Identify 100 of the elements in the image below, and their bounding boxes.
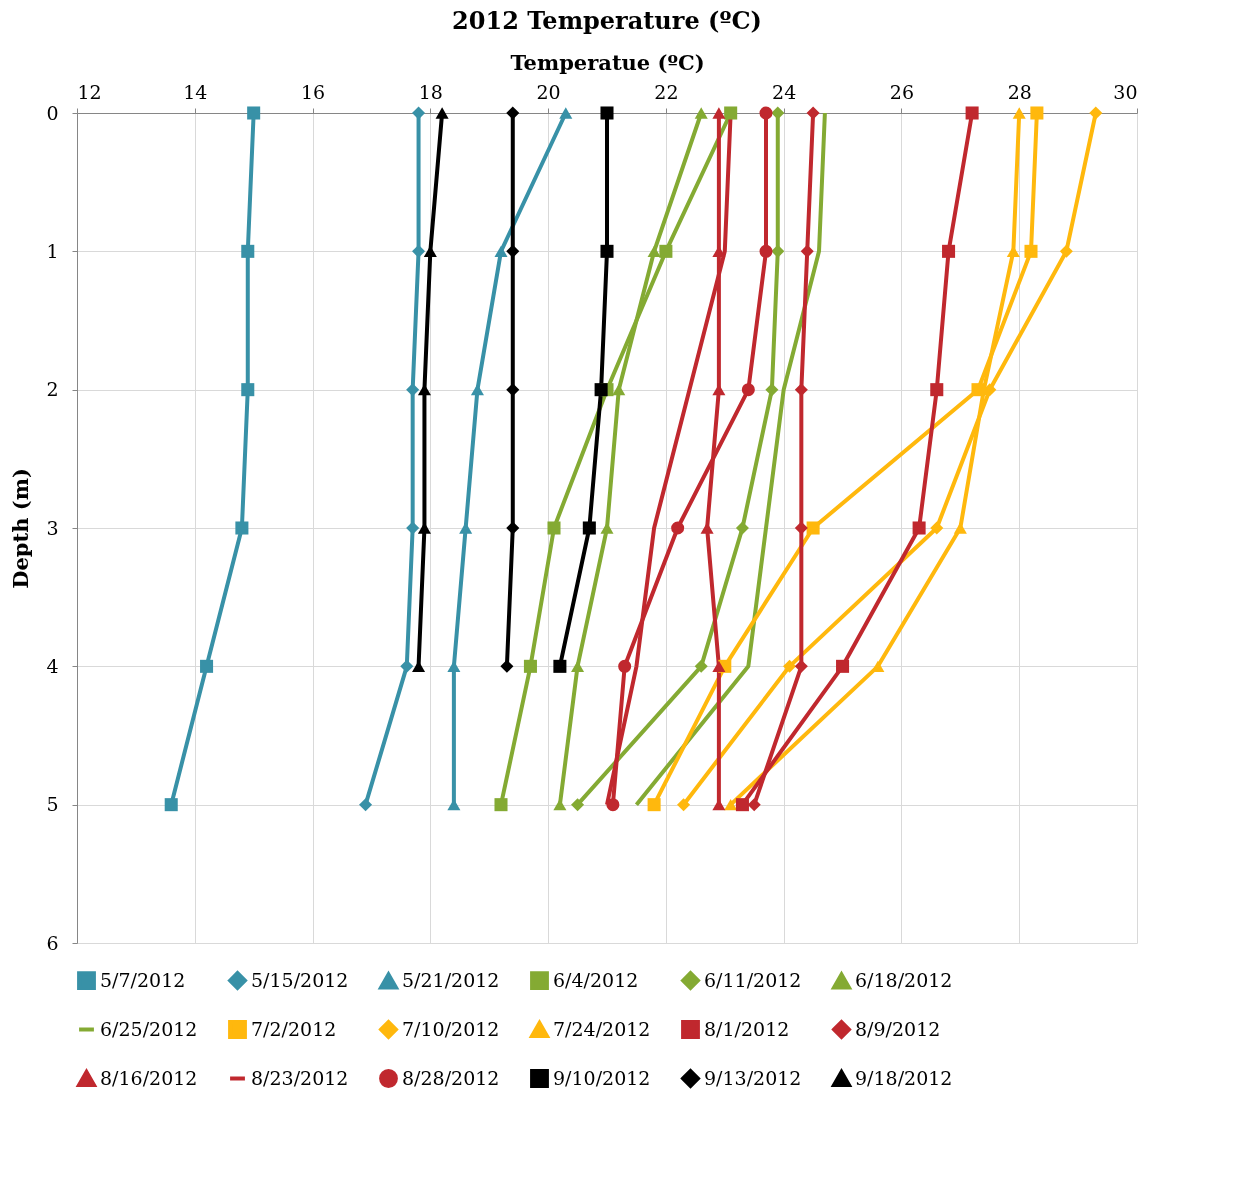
point xyxy=(712,107,726,119)
x-axis-title: Temperatue (ºC) xyxy=(510,49,705,75)
legend-label: 5/21/2012 xyxy=(402,969,500,992)
y-tick-label: 3 xyxy=(46,516,59,539)
legend-label: 7/10/2012 xyxy=(402,1017,500,1040)
x-tick-label: 20 xyxy=(536,80,561,103)
y-tick-label: 0 xyxy=(46,101,59,124)
point xyxy=(553,659,567,673)
legend-label: 8/23/2012 xyxy=(251,1066,349,1089)
point xyxy=(612,384,626,396)
point xyxy=(659,244,673,258)
point xyxy=(200,659,214,673)
point xyxy=(647,245,661,257)
point xyxy=(694,659,708,673)
point xyxy=(694,107,708,119)
point xyxy=(247,106,261,120)
legend-label: 7/2/2012 xyxy=(251,1017,337,1040)
point xyxy=(1030,106,1044,120)
point xyxy=(912,521,926,535)
line-series xyxy=(634,111,827,807)
point xyxy=(600,244,614,258)
x-tick-label: 26 xyxy=(889,80,915,103)
point xyxy=(1024,244,1038,258)
legend-label: 5/15/2012 xyxy=(251,968,349,991)
point xyxy=(871,660,885,672)
point xyxy=(571,660,585,672)
point xyxy=(606,798,620,812)
legend-label: 9/13/2012 xyxy=(704,1066,802,1089)
point xyxy=(400,659,414,673)
point xyxy=(571,798,585,812)
point xyxy=(647,798,661,812)
legend-label: 8/16/2012 xyxy=(100,1066,198,1089)
legend-label: 9/18/2012 xyxy=(855,1066,953,1089)
point xyxy=(965,106,979,120)
legend-label: 8/1/2012 xyxy=(704,1017,790,1040)
point xyxy=(600,106,614,120)
legend-label: 6/11/2012 xyxy=(704,968,802,991)
point xyxy=(671,521,685,535)
point xyxy=(559,107,573,119)
point xyxy=(406,521,420,535)
point xyxy=(1089,106,1103,120)
point xyxy=(806,106,820,120)
point xyxy=(582,521,596,535)
point xyxy=(783,659,797,673)
point xyxy=(771,106,785,120)
point xyxy=(700,522,714,534)
point xyxy=(241,244,255,258)
point xyxy=(677,798,691,812)
x-tick-label: 22 xyxy=(654,80,679,103)
x-tick-label: 28 xyxy=(1007,80,1032,103)
point xyxy=(164,798,178,812)
point xyxy=(953,522,967,534)
point xyxy=(794,659,808,673)
point xyxy=(759,244,773,258)
point xyxy=(836,659,850,673)
point xyxy=(712,384,726,396)
legend-label: 6/25/2012 xyxy=(100,1017,198,1040)
point xyxy=(735,798,749,812)
legend-label: 6/4/2012 xyxy=(553,968,639,991)
point xyxy=(447,799,461,811)
point xyxy=(412,106,426,120)
x-tick-label: 30 xyxy=(1113,80,1138,103)
point xyxy=(506,244,520,258)
point xyxy=(506,521,520,535)
point xyxy=(470,384,484,396)
chart-title: 2012 Temperature (ºC) xyxy=(452,6,762,35)
point xyxy=(800,244,814,258)
point xyxy=(930,521,944,535)
point xyxy=(506,106,520,120)
point xyxy=(794,383,808,397)
legend-label: 8/9/2012 xyxy=(855,1017,941,1040)
point xyxy=(747,798,761,812)
x-tick-label: 14 xyxy=(183,80,208,103)
point xyxy=(1059,244,1073,258)
point xyxy=(724,799,738,811)
point xyxy=(712,799,726,811)
y-tick-label: 6 xyxy=(46,931,59,954)
point xyxy=(765,383,779,397)
point xyxy=(494,798,508,812)
point xyxy=(406,383,420,397)
point xyxy=(724,106,738,120)
point xyxy=(547,521,561,535)
point xyxy=(359,798,373,812)
point xyxy=(241,383,255,397)
x-tick-label: 18 xyxy=(418,80,443,103)
legend-label: 5/7/2012 xyxy=(100,968,186,991)
legend-label: 6/18/2012 xyxy=(855,969,953,992)
x-tick-label: 16 xyxy=(300,80,326,103)
x-tick-label: 12 xyxy=(77,80,102,103)
legend-label: 7/24/2012 xyxy=(553,1017,651,1040)
y-tick-label: 5 xyxy=(46,793,59,816)
point xyxy=(600,522,614,534)
y-tick-label: 4 xyxy=(46,654,59,677)
point xyxy=(417,384,431,396)
point xyxy=(494,245,508,257)
point xyxy=(506,383,520,397)
x-tick-label: 24 xyxy=(772,80,797,103)
point xyxy=(553,799,567,811)
point xyxy=(618,659,632,673)
y-tick-label: 2 xyxy=(46,378,59,401)
